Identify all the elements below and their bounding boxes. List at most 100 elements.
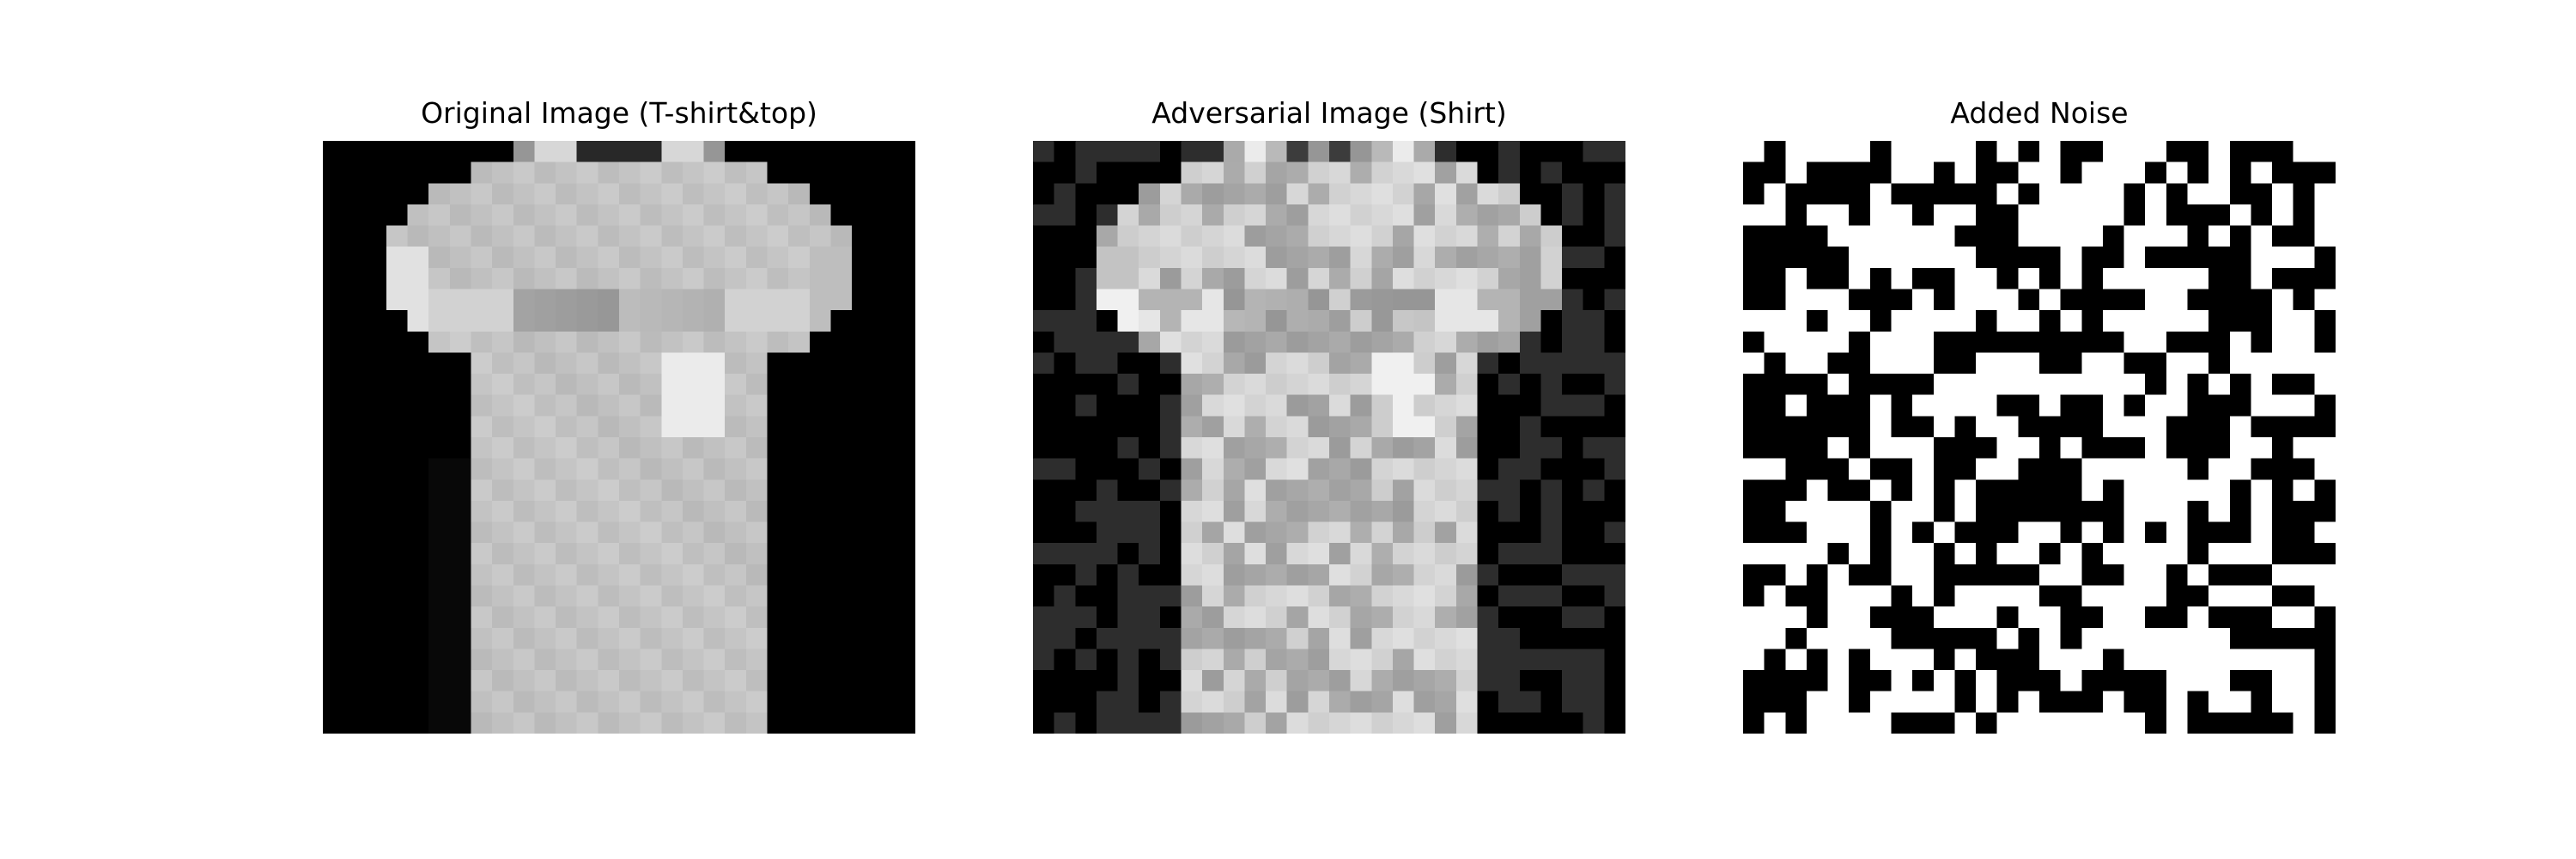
pixel [1849,331,1871,353]
pixel [1996,225,2019,247]
pixel [1869,247,1892,269]
pixel [703,416,726,438]
pixel [471,649,493,671]
pixel [872,437,895,460]
pixel [2208,161,2231,184]
pixel [1477,543,1499,565]
pixel [1954,247,1977,269]
pixel [830,161,853,184]
pixel [1519,352,1541,375]
pixel [2018,437,2040,460]
pixel [1286,310,1309,332]
pixel [2039,691,2062,713]
pixel [1244,712,1267,734]
pixel [1096,649,1119,671]
pixel [2272,394,2294,417]
pixel [343,627,366,649]
pixel [1308,437,1330,460]
pixel [1139,521,1161,544]
pixel [1806,289,1829,311]
pixel [1329,649,1352,671]
pixel [1350,267,1372,289]
pixel [1849,247,1871,269]
pixel [1435,352,1457,375]
pixel [323,543,345,565]
pixel [1498,649,1521,671]
pixel [1308,416,1330,438]
pixel [2293,564,2315,586]
pixel [1604,141,1625,163]
pixel [2060,161,2082,184]
pixel [1075,627,1097,649]
pixel [767,437,789,460]
pixel [1286,394,1309,417]
pixel [2208,500,2231,523]
pixel [725,141,747,163]
pixel [407,310,429,332]
pixel [1764,458,1786,480]
pixel [2208,225,2231,247]
pixel [1266,670,1288,692]
pixel [1329,712,1352,734]
pixel [682,161,705,184]
pixel [1869,204,1892,227]
pixel [471,691,493,713]
pixel [1604,331,1625,353]
pixel [2123,416,2146,438]
pixel [1498,564,1521,586]
pixel [2039,627,2062,649]
pixel [1785,585,1807,607]
pixel [2060,670,2082,692]
pixel [1498,374,1521,396]
pixel [598,543,620,565]
pixel [343,712,366,734]
pixel [1519,670,1541,692]
pixel [682,437,705,460]
pixel [2060,267,2082,289]
pixel [534,225,556,247]
pixel [449,543,471,565]
pixel [513,627,535,649]
pixel [2293,225,2315,247]
pixel [1806,712,1829,734]
pixel [1912,204,1935,227]
pixel [1743,564,1765,586]
pixel [1954,374,1977,396]
pixel [1371,649,1394,671]
pixel [534,712,556,734]
pixel [788,585,811,607]
pixel [1308,247,1330,269]
pixel [1075,691,1097,713]
pixel [407,606,429,629]
pixel [2018,712,2040,734]
pixel [767,606,789,629]
pixel [1075,267,1097,289]
pixel [852,141,874,163]
pixel [1075,670,1097,692]
pixel [1976,352,1998,375]
pixel [725,267,747,289]
pixel [1159,161,1182,184]
pixel [343,394,366,417]
pixel [1498,289,1521,311]
pixel [1976,627,1998,649]
pixel [534,670,556,692]
pixel [1181,458,1203,480]
pixel [1996,670,2019,692]
pixel [1455,500,1478,523]
pixel [365,458,387,480]
pixel [1869,543,1892,565]
pixel [1849,606,1871,629]
pixel [1096,374,1119,396]
pixel [1785,289,1807,311]
pixel [1054,564,1076,586]
pixel [513,458,535,480]
pixel [1827,352,1850,375]
pixel [1096,585,1119,607]
pixel [1604,204,1625,227]
pixel [1223,225,1245,247]
pixel [1413,267,1436,289]
pixel [1764,267,1786,289]
pixel [1891,458,1913,480]
pixel [640,479,662,502]
